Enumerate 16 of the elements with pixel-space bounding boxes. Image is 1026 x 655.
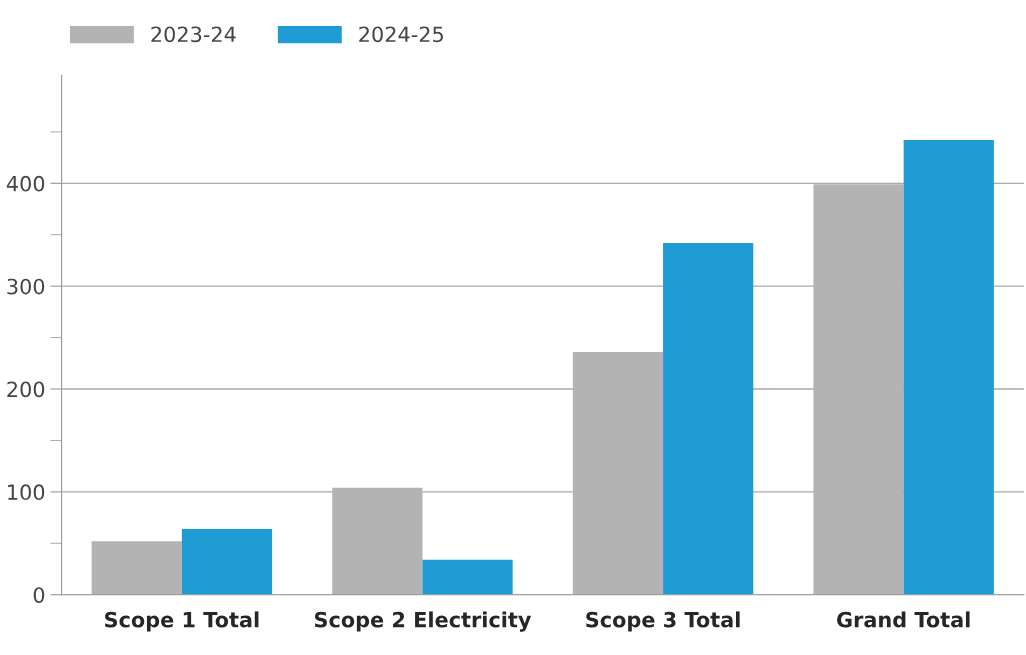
- x-tick-label: Grand Total: [837, 611, 970, 628]
- bar: [422, 559, 513, 595]
- bar: [91, 541, 182, 595]
- bar: [663, 242, 754, 595]
- legend-label: 2023-24: [151, 26, 236, 43]
- y-tick-label: 300: [7, 278, 45, 295]
- y-tick-label: 200: [7, 381, 45, 398]
- y-tick-label: 100: [8, 484, 45, 501]
- y-tick-label: 400: [6, 175, 45, 192]
- bar: [181, 528, 273, 595]
- bar: [903, 140, 994, 595]
- x-tick-label: Scope 2 Electricity: [314, 611, 532, 632]
- x-tick-label: Scope 3 Total: [586, 611, 740, 632]
- x-tick-label: Scope 1 Total: [105, 611, 259, 632]
- y-tick-label: 0: [33, 587, 45, 603]
- legend-label: 2024-25: [359, 26, 443, 43]
